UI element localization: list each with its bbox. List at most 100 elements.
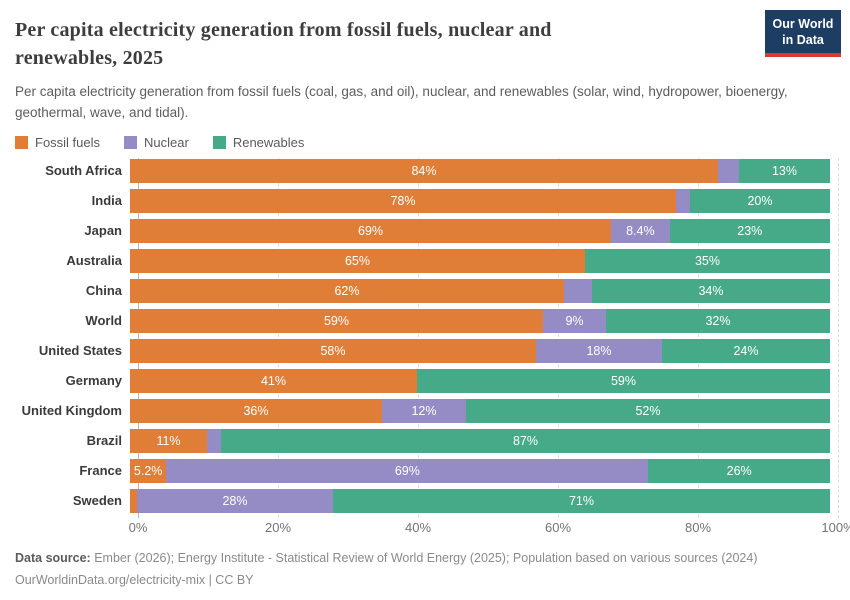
segment-value-label: 13% (771, 163, 798, 178)
bar-segment-nuclear[interactable]: 8.4% (611, 218, 670, 243)
x-axis: 0% 20% 40% 60% 80% 100% (129, 516, 850, 536)
segment-value-label: 62% (334, 283, 360, 298)
bar-segment-renewables[interactable]: 71% (333, 488, 830, 513)
legend-label: Renewables (232, 134, 305, 150)
chart-row: India 78% 20% (0, 186, 850, 216)
row-label-india[interactable]: India (91, 193, 122, 209)
chart-rows: South Africa 84% 13% India 78% 20% Japan 69% 8.4… (0, 156, 850, 516)
bar-track: 5.2% 69% 26% (130, 458, 830, 483)
owid-logo-line2: in Data (782, 33, 824, 48)
bar-segment-renewables[interactable]: 26% (648, 458, 830, 483)
row-label-world[interactable]: World (85, 313, 122, 329)
bar-segment-nuclear[interactable] (564, 278, 592, 303)
segment-value-label: 20% (747, 193, 773, 208)
bar-segment-fossil-fuels[interactable]: 65% (130, 248, 585, 273)
chart-row: Germany 41% 59% (0, 366, 850, 396)
segment-value-label: 11% (156, 433, 181, 448)
segment-value-label: 69% (358, 223, 384, 238)
row-label-united-states[interactable]: United States (38, 343, 122, 359)
segment-value-label: 34% (698, 283, 724, 298)
bar-segment-renewables[interactable]: 35% (585, 248, 830, 273)
row-label-japan[interactable]: Japan (84, 223, 122, 239)
bar-segment-nuclear[interactable] (718, 158, 739, 183)
legend-item-nuclear[interactable]: Nuclear (124, 135, 189, 150)
chart-row: South Africa 84% 13% (0, 156, 850, 186)
row-label-australia[interactable]: Australia (66, 253, 122, 269)
segment-value-label: 84% (411, 163, 437, 178)
row-label-south-africa[interactable]: South Africa (45, 163, 122, 179)
bar-segment-nuclear[interactable]: 12% (382, 398, 466, 423)
source-url[interactable]: OurWorldinData.org/electricity-mix | CC … (15, 573, 254, 588)
row-label-germany[interactable]: Germany (65, 373, 122, 389)
bar-segment-fossil-fuels[interactable] (130, 488, 137, 513)
bar-segment-fossil-fuels[interactable]: 58% (130, 338, 536, 363)
legend-swatch-icon (212, 135, 226, 149)
bar-segment-fossil-fuels[interactable]: 5.2% (130, 458, 167, 483)
segment-value-label: 23% (737, 223, 763, 238)
chart-header: Per capita electricity generation from f… (0, 0, 850, 150)
segment-value-label: 5.2% (133, 463, 163, 478)
bar-segment-fossil-fuels[interactable]: 78% (130, 188, 676, 213)
segment-value-label: 36% (243, 403, 269, 418)
segment-value-label: 58% (320, 343, 346, 358)
bar-segment-fossil-fuels[interactable]: 84% (130, 158, 718, 183)
bar-segment-renewables[interactable]: 20% (690, 188, 830, 213)
bar-segment-nuclear[interactable] (207, 428, 221, 453)
segment-value-label: 59% (610, 373, 637, 388)
segment-value-label: 78% (390, 193, 416, 208)
row-label-china[interactable]: China (85, 283, 122, 299)
bar-segment-fossil-fuels[interactable]: 36% (130, 398, 382, 423)
bar-track: 84% 13% (130, 158, 830, 183)
bar-segment-renewables[interactable]: 32% (606, 308, 830, 333)
bar-segment-renewables[interactable]: 23% (669, 218, 830, 243)
bar-segment-nuclear[interactable] (676, 188, 690, 213)
segment-value-label: 65% (344, 253, 371, 268)
chart-row: World 59% 9% 32% (0, 306, 850, 336)
legend-swatch-icon (15, 135, 28, 149)
row-label-france[interactable]: France (79, 463, 122, 479)
bar-segment-renewables[interactable]: 59% (417, 368, 830, 393)
bar-segment-nuclear[interactable]: 18% (536, 338, 662, 363)
bar-track: 36% 12% 52% (130, 398, 830, 423)
segment-value-label: 52% (635, 403, 661, 418)
legend-swatch-icon (124, 135, 138, 149)
segment-value-label: 41% (260, 373, 287, 388)
segment-value-label: 26% (726, 463, 752, 478)
segment-value-label: 12% (411, 403, 437, 418)
bar-segment-renewables[interactable]: 13% (739, 158, 830, 183)
legend-item-renewables[interactable]: Renewables (212, 134, 305, 150)
bar-segment-fossil-fuels[interactable]: 41% (130, 368, 417, 393)
segment-value-label: 59% (323, 313, 350, 328)
bar-segment-renewables[interactable]: 34% (592, 278, 830, 303)
chart-footer: Data source: Ember (2026); Energy Instit… (0, 549, 850, 591)
bar-segment-renewables[interactable]: 87% (221, 428, 830, 453)
row-label-sweden[interactable]: Sweden (72, 493, 122, 509)
row-label-united-kingdom[interactable]: United Kingdom (21, 403, 122, 419)
legend-label: Nuclear (144, 134, 189, 150)
x-tick-label: 100% (821, 519, 850, 535)
bar-segment-nuclear[interactable]: 9% (543, 308, 606, 333)
chart-row: Australia 65% 35% (0, 246, 850, 276)
owid-logo[interactable]: Our World in Data (765, 10, 841, 57)
chart-title: Per capita electricity generation from f… (15, 19, 552, 70)
bar-segment-renewables[interactable]: 52% (466, 398, 830, 423)
legend-item-fossil-fuels[interactable]: Fossil fuels (15, 135, 100, 150)
legend: Fossil fuels Nuclear Renewables (15, 135, 834, 150)
bar-segment-renewables[interactable]: 24% (662, 338, 830, 363)
chart-row: Japan 69% 8.4% 23% (0, 216, 850, 246)
chart-row: United States 58% 18% 24% (0, 336, 850, 366)
bar-segment-fossil-fuels[interactable]: 59% (130, 308, 543, 333)
bar-track: 28% 71% (130, 488, 830, 513)
bar-track: 78% 20% (130, 188, 830, 213)
data-source-label: Data source: (15, 550, 91, 565)
bar-segment-nuclear[interactable]: 28% (137, 488, 333, 513)
bar-segment-nuclear[interactable]: 69% (166, 458, 649, 483)
bar-segment-fossil-fuels[interactable]: 62% (130, 278, 564, 303)
bar-segment-fossil-fuels[interactable]: 69% (130, 218, 612, 243)
bar-track: 41% 59% (130, 368, 830, 393)
segment-value-label: 28% (222, 493, 248, 508)
row-label-brazil[interactable]: Brazil (86, 433, 122, 449)
chart-row: China 62% 34% (0, 276, 850, 306)
chart-subtitle: Per capita electricity generation from f… (15, 83, 788, 120)
bar-segment-fossil-fuels[interactable]: 11% (130, 428, 207, 453)
